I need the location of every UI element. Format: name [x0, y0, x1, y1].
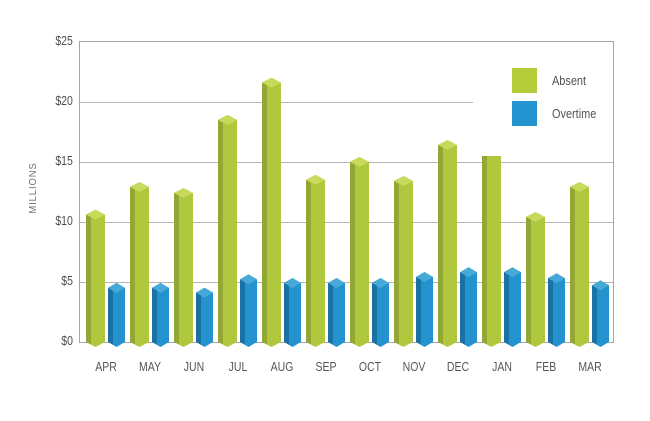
bar-top-face	[262, 78, 281, 88]
bar-top-face	[284, 278, 301, 288]
y-axis-title: MILLIONS	[27, 162, 39, 214]
x-tick-label-jun: JUN	[183, 360, 205, 374]
x-tick-label-jan: JAN	[492, 360, 512, 374]
legend: Absent Overtime	[473, 42, 613, 156]
bar-top-face	[196, 288, 213, 298]
bar-absent-dec	[438, 140, 457, 347]
bar-overtime-feb	[548, 273, 565, 347]
bar-absent-oct	[350, 157, 369, 347]
bar-absent-mar	[570, 182, 589, 347]
bar-absent-aug	[262, 78, 281, 347]
bar-top-face	[504, 267, 521, 277]
bar-absent-jul	[218, 115, 237, 347]
y-tick-label-25: $25	[55, 34, 73, 48]
bar-top-face	[86, 210, 105, 220]
x-tick-label-mar: MAR	[578, 360, 602, 374]
bar-top-face	[372, 278, 389, 288]
bar-overtime-sep	[328, 278, 345, 347]
bar-top-face	[328, 278, 345, 288]
bar-absent-sep	[306, 175, 325, 347]
bar-overtime-jul	[240, 274, 257, 347]
legend-swatch-overtime	[512, 101, 537, 126]
x-tick-label-may: MAY	[139, 360, 161, 374]
legend-item-overtime: Overtime	[512, 101, 613, 126]
bar-overtime-oct	[372, 278, 389, 347]
bar-top-face	[152, 283, 169, 293]
bar-absent-jan	[482, 140, 501, 347]
y-tick-label-5: $5	[61, 274, 73, 288]
y-tick-label-10: $10	[55, 214, 73, 228]
gridline-15	[80, 162, 613, 163]
bar-overtime-may	[152, 283, 169, 347]
x-tick-label-jul: JUL	[228, 360, 248, 374]
y-tick-label-0: $0	[61, 334, 73, 348]
x-tick-label-dec: DEC	[446, 360, 470, 374]
bar-top-face	[394, 176, 413, 186]
x-tick-label-oct: OCT	[358, 360, 382, 374]
bar-overtime-jan	[504, 267, 521, 347]
bar-overtime-jun	[196, 288, 213, 347]
bar-absent-jun	[174, 188, 193, 347]
bar-top-face	[174, 188, 193, 198]
x-tick-label-nov: NOV	[402, 360, 426, 374]
bar-overtime-apr	[108, 283, 125, 347]
bar-top-face	[306, 175, 325, 185]
gridline-5	[80, 282, 613, 283]
bar-absent-apr	[86, 210, 105, 347]
bar-absent-nov	[394, 176, 413, 347]
legend-swatch-absent	[512, 68, 537, 93]
bar-top-face	[218, 115, 237, 125]
bar-overtime-mar	[592, 280, 609, 347]
bar-top-face	[526, 212, 545, 222]
bar-top-face	[460, 267, 477, 277]
bar-top-face	[240, 274, 257, 284]
legend-item-absent: Absent	[512, 68, 613, 93]
bar-top-face	[570, 182, 589, 192]
y-tick-label-20: $20	[55, 94, 73, 108]
gridline-10	[80, 222, 613, 223]
bar-top-face	[592, 280, 609, 290]
legend-label-absent: Absent	[552, 73, 587, 88]
legend-label-overtime: Overtime	[552, 106, 597, 121]
bar-top-face	[108, 283, 125, 293]
x-tick-label-apr: APR	[95, 360, 117, 374]
bar-overtime-nov	[416, 272, 433, 347]
gridline-20	[80, 102, 613, 103]
bar-absent-feb	[526, 212, 545, 347]
bar-top-face	[438, 140, 457, 150]
x-tick-label-feb: FEB	[535, 360, 557, 374]
bar-top-face	[416, 272, 433, 282]
x-tick-label-sep: SEP	[315, 360, 337, 374]
bar-top-face	[130, 182, 149, 192]
bar-absent-may	[130, 182, 149, 347]
bar-top-face	[350, 157, 369, 167]
bar-overtime-dec	[460, 267, 477, 347]
bar-top-face	[548, 273, 565, 283]
bar-overtime-aug	[284, 278, 301, 347]
y-tick-label-15: $15	[55, 154, 73, 168]
x-tick-label-aug: AUG	[270, 360, 294, 374]
